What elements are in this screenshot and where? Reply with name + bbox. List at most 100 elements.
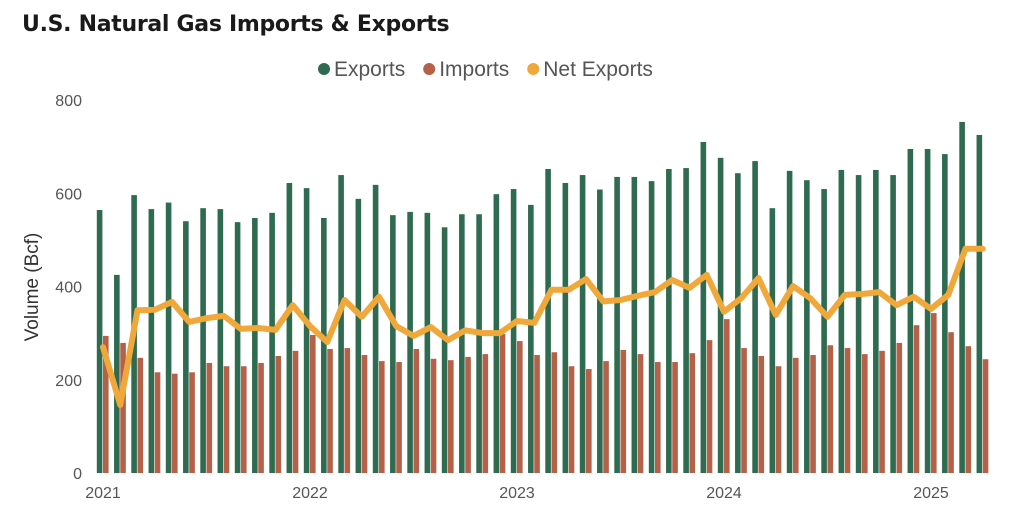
bar-imports bbox=[241, 366, 247, 473]
bar-imports bbox=[862, 354, 868, 473]
bar-imports bbox=[189, 372, 195, 473]
bar-imports bbox=[465, 356, 471, 473]
bar-imports bbox=[327, 348, 333, 473]
y-tick-label: 0 bbox=[73, 466, 82, 483]
bar-imports bbox=[448, 360, 454, 473]
lines bbox=[100, 245, 986, 408]
bar-imports bbox=[103, 335, 109, 473]
bar-exports bbox=[614, 176, 620, 473]
bar-imports bbox=[292, 350, 299, 473]
bar-imports bbox=[775, 366, 782, 473]
bar-imports bbox=[689, 353, 696, 473]
bar-imports bbox=[258, 362, 264, 473]
bar-exports bbox=[234, 222, 241, 473]
bar-exports bbox=[96, 210, 103, 473]
y-axis-label: Volume (Bcf) bbox=[22, 233, 43, 342]
bar-imports bbox=[637, 354, 644, 473]
x-axis: 2021 2022 2023 2024 2025 bbox=[85, 485, 949, 502]
bar-exports bbox=[372, 184, 379, 474]
bar-exports bbox=[735, 173, 741, 474]
bar-imports bbox=[741, 348, 747, 473]
bar-exports bbox=[303, 188, 310, 473]
bar-exports bbox=[959, 121, 965, 473]
bar-exports bbox=[528, 204, 534, 473]
bar-exports bbox=[631, 176, 638, 473]
bar-exports bbox=[804, 180, 810, 473]
y-tick-label: 600 bbox=[55, 186, 82, 203]
bar-exports bbox=[390, 215, 396, 473]
bar-imports bbox=[913, 325, 920, 473]
line-net-exports bbox=[100, 245, 986, 408]
legend-marker bbox=[423, 63, 436, 75]
y-tick-label: 400 bbox=[55, 280, 82, 297]
bar-imports bbox=[931, 313, 937, 473]
x-tick-label: 2025 bbox=[913, 485, 949, 502]
bar-exports bbox=[683, 168, 689, 473]
x-tick-label: 2024 bbox=[706, 485, 742, 502]
bar-exports bbox=[924, 148, 931, 474]
bar-imports bbox=[154, 372, 161, 473]
bar-imports bbox=[965, 346, 972, 473]
bar-exports bbox=[217, 209, 224, 474]
y-tick-label: 200 bbox=[55, 373, 82, 390]
bar-imports bbox=[586, 369, 592, 473]
bar-exports bbox=[269, 212, 275, 473]
chart-title: U.S. Natural Gas Imports & Exports bbox=[22, 12, 450, 37]
bar-exports bbox=[407, 211, 413, 473]
bar-exports bbox=[114, 274, 120, 473]
bar-exports bbox=[717, 157, 724, 473]
bar-imports bbox=[758, 355, 765, 473]
bar-imports bbox=[534, 355, 540, 473]
bar-imports bbox=[482, 354, 489, 473]
bar-exports bbox=[321, 217, 327, 473]
x-tick-label: 2022 bbox=[292, 485, 328, 502]
bar-imports bbox=[810, 355, 816, 473]
bar-imports bbox=[706, 340, 713, 473]
bar-imports bbox=[568, 366, 575, 473]
bar-imports bbox=[120, 342, 126, 473]
bar-imports bbox=[655, 362, 661, 473]
bar-imports bbox=[499, 334, 506, 473]
bar-imports bbox=[620, 349, 627, 473]
bar-imports bbox=[517, 341, 523, 473]
legend: Exports Imports Net Exports bbox=[318, 58, 653, 81]
bar-imports bbox=[793, 357, 799, 473]
bar-exports bbox=[942, 154, 948, 473]
bar-exports bbox=[510, 189, 517, 473]
bar-imports bbox=[879, 350, 885, 473]
bar-imports bbox=[948, 332, 954, 473]
bar-imports bbox=[827, 345, 834, 473]
bar-imports bbox=[844, 348, 851, 473]
bar-exports bbox=[476, 214, 482, 473]
bar-exports bbox=[648, 181, 655, 473]
y-tick-label: 800 bbox=[55, 93, 82, 110]
bar-exports bbox=[786, 170, 793, 473]
bar-exports bbox=[907, 148, 914, 474]
bar-imports bbox=[982, 359, 989, 473]
bar-imports bbox=[430, 358, 437, 473]
bar-exports bbox=[838, 169, 845, 473]
bar-exports bbox=[338, 175, 344, 473]
bar-exports bbox=[165, 202, 172, 473]
bar-exports bbox=[752, 161, 758, 474]
bar-imports bbox=[896, 342, 903, 473]
legend-label: Net Exports bbox=[543, 58, 653, 81]
bar-exports bbox=[441, 227, 448, 473]
bar-imports bbox=[275, 355, 282, 473]
bar-exports bbox=[355, 198, 362, 473]
bar-imports bbox=[344, 348, 351, 473]
bar-imports bbox=[223, 366, 230, 473]
bar-exports bbox=[200, 208, 206, 474]
bar-imports bbox=[413, 348, 420, 473]
legend-marker bbox=[318, 63, 330, 75]
bar-exports bbox=[252, 217, 258, 473]
bar-exports bbox=[976, 134, 983, 473]
bar-exports bbox=[579, 175, 586, 473]
bar-imports bbox=[172, 373, 178, 473]
bar-exports bbox=[700, 141, 707, 473]
bar-imports bbox=[137, 357, 144, 473]
bar-imports bbox=[724, 319, 730, 473]
bar-exports bbox=[597, 189, 603, 473]
bar-exports bbox=[545, 169, 551, 473]
